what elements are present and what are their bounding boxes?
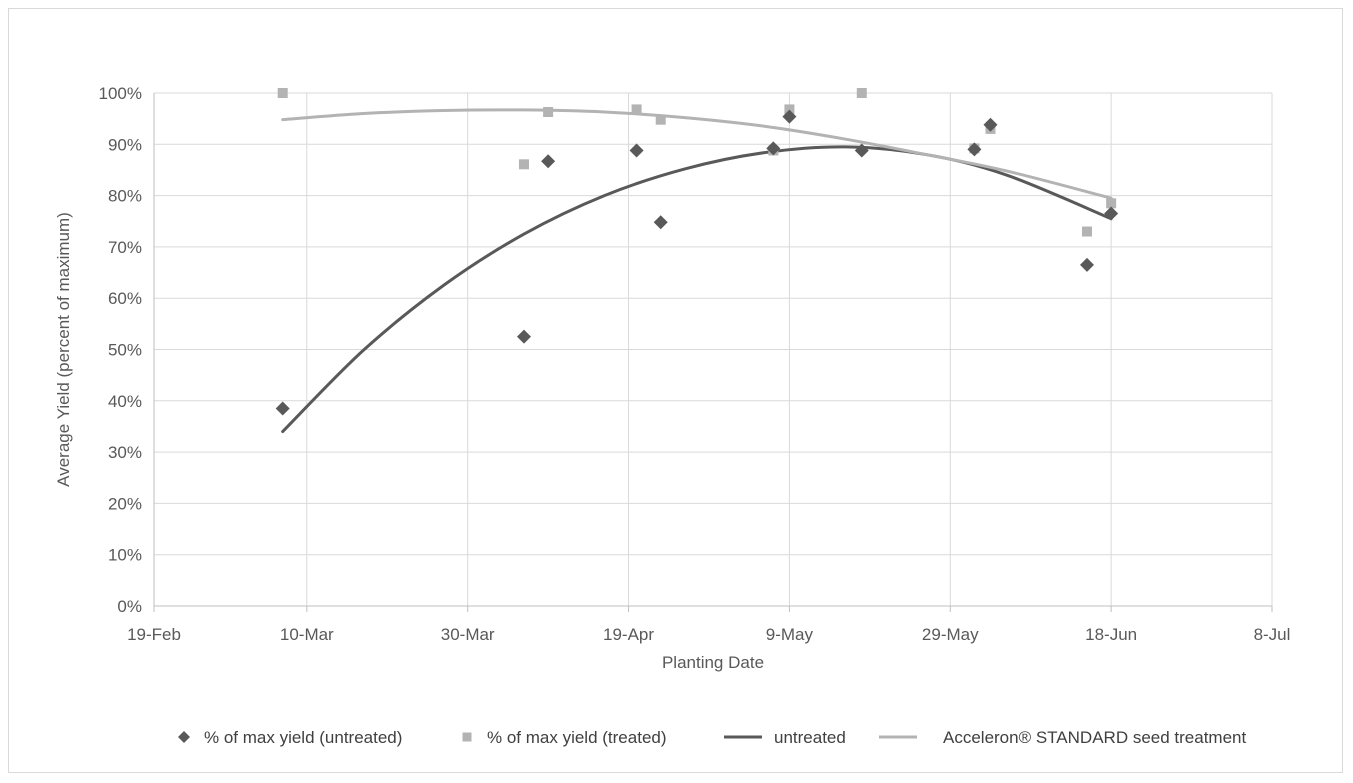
point-untreated	[275, 401, 290, 416]
tick-labels: 0% 10% 20% 30% 40% 50% 60% 70% 80% 90% 100% 19-Feb 1…	[99, 84, 1291, 644]
point-treated	[543, 106, 554, 117]
point-untreated	[983, 117, 998, 132]
y-tick-label: 100%	[99, 84, 142, 103]
x-axis-title: Planting Date	[662, 653, 764, 672]
y-tick-label: 50%	[108, 341, 142, 360]
y-tick-label: 40%	[108, 392, 142, 411]
x-tick-label: 30-Mar	[441, 625, 495, 644]
point-treated	[518, 159, 529, 170]
y-tick-label: 90%	[108, 135, 142, 154]
point-treated	[655, 114, 666, 125]
gridlines	[154, 92, 1273, 606]
point-untreated	[653, 215, 668, 230]
axes	[153, 93, 1273, 612]
y-axis-title: Average Yield (percent of maximum)	[54, 212, 73, 487]
legend-label: untreated	[774, 728, 846, 747]
series-line	[281, 108, 1113, 200]
point-untreated	[1080, 257, 1095, 272]
x-tick-label: 9-May	[766, 625, 814, 644]
y-tick-label: 20%	[108, 494, 142, 513]
point-untreated	[854, 143, 869, 158]
point-untreated	[516, 329, 531, 344]
x-tick-label: 10-Mar	[280, 625, 334, 644]
point-untreated	[629, 143, 644, 158]
x-tick-label: 29-May	[922, 625, 979, 644]
trend-lines	[281, 108, 1113, 434]
x-tick-label: 8-Jul	[1254, 625, 1291, 644]
series-line	[281, 145, 1113, 434]
y-tick-label: 30%	[108, 443, 142, 462]
legend-label: % of max yield (untreated)	[204, 728, 402, 747]
point-untreated	[541, 154, 556, 169]
y-tick-label: 0%	[117, 597, 142, 616]
point-treated	[1106, 198, 1117, 209]
y-tick-label: 60%	[108, 289, 142, 308]
point-untreated	[967, 142, 982, 157]
y-tick-label: 10%	[108, 546, 142, 565]
legend-label: Acceleron® STANDARD seed treatment	[943, 728, 1246, 747]
point-treated	[277, 88, 288, 98]
point-untreated	[782, 109, 797, 124]
chart-svg: 0% 10% 20% 30% 40% 50% 60% 70% 80% 90% 100% 19-Feb 1…	[54, 84, 1291, 747]
point-untreated	[766, 141, 781, 156]
point-treated	[631, 104, 642, 115]
legend-marker-square	[462, 732, 472, 742]
point-treated	[1082, 226, 1093, 237]
legend-label: % of max yield (treated)	[487, 728, 667, 747]
legend: % of max yield (untreated) % of max yield…	[178, 728, 1246, 747]
x-tick-label: 19-Apr	[603, 625, 654, 644]
chart-frame: 0% 10% 20% 30% 40% 50% 60% 70% 80% 90% 100% 19-Feb 1…	[8, 8, 1343, 773]
legend-marker-diamond	[178, 731, 190, 743]
data-points	[275, 88, 1119, 416]
y-tick-label: 80%	[108, 187, 142, 206]
x-tick-label: 19-Feb	[127, 625, 181, 644]
point-treated	[856, 88, 867, 98]
point-untreated	[1104, 206, 1119, 221]
x-tick-label: 18-Jun	[1085, 625, 1137, 644]
y-tick-label: 70%	[108, 238, 142, 257]
point-treated	[784, 104, 795, 115]
